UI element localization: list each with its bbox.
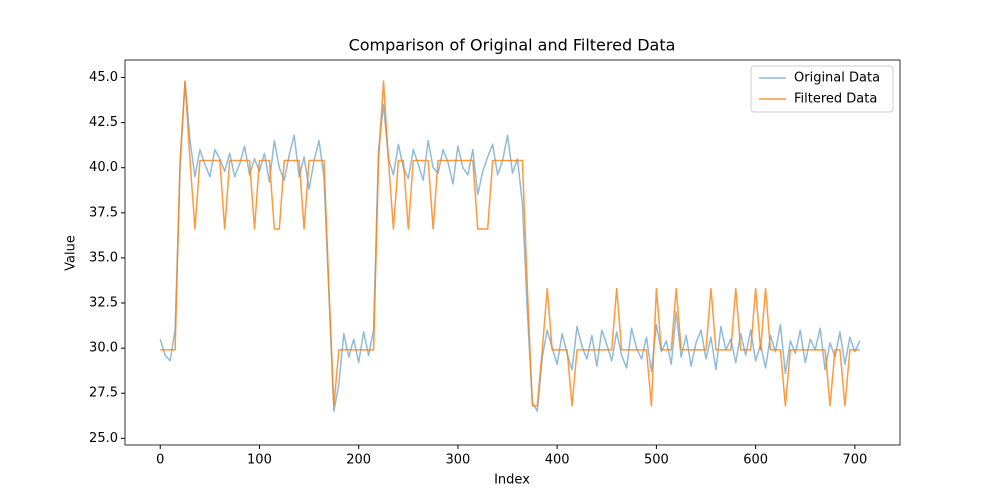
plot-frame: [124, 59, 901, 446]
x-tick-label: 300: [446, 453, 471, 468]
y-tick-label: 30.0: [89, 341, 118, 356]
x-tick-label: 700: [842, 453, 867, 468]
x-tick-label: 600: [743, 453, 768, 468]
y-tick-label: 42.5: [89, 115, 118, 130]
x-axis-label: Index: [494, 473, 530, 488]
y-tick-label: 32.5: [89, 296, 118, 311]
chart-title: Comparison of Original and Filtered Data: [349, 36, 676, 55]
y-tick-label: 27.5: [89, 386, 118, 401]
x-tick-label: 200: [346, 453, 371, 468]
y-tick-label: 35.0: [89, 250, 118, 265]
data-line: [159, 80, 861, 413]
legend-label: Filtered Data: [794, 92, 877, 107]
x-tick-label: 400: [545, 453, 570, 468]
data-line: [160, 80, 860, 407]
x-tick-label: 100: [247, 453, 272, 468]
y-axis-label: Value: [64, 235, 79, 271]
x-tick-label: 500: [644, 453, 669, 468]
y-tick-label: 25.0: [89, 431, 118, 446]
y-tick-label: 45.0: [89, 70, 118, 85]
y-tick-label: 40.0: [89, 160, 118, 175]
legend-label: Original Data: [794, 71, 880, 86]
legend-box: [750, 65, 894, 113]
x-tick-label: 0: [156, 453, 164, 468]
y-tick-label: 37.5: [89, 205, 118, 220]
